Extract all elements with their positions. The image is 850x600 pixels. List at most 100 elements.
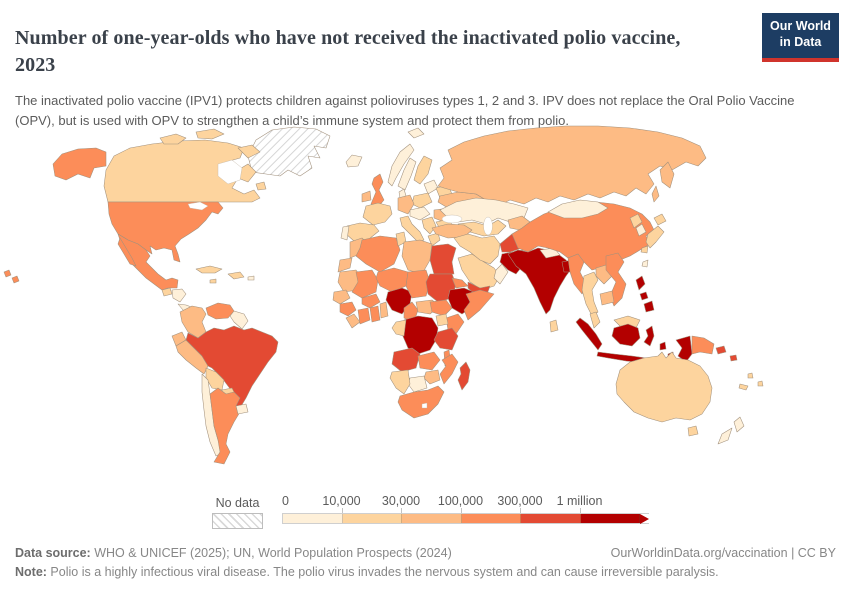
country-south-korea[interactable] [635, 223, 647, 237]
country-papua-new-guinea[interactable] [691, 335, 715, 355]
country-algeria[interactable] [355, 235, 401, 273]
country-uruguay[interactable] [235, 403, 249, 415]
owid-logo-line1: Our World [770, 19, 831, 33]
country-togo-benin[interactable] [379, 301, 389, 319]
country-australia[interactable] [615, 351, 713, 437]
owid-link[interactable]: OurWorldinData.org/vaccination | CC BY [610, 546, 836, 560]
legend-no-data[interactable]: No data [212, 496, 263, 529]
country-cuba[interactable] [195, 265, 223, 274]
country-vanuatu-fiji[interactable] [747, 372, 764, 387]
country-new-zealand[interactable] [717, 416, 745, 445]
country-congo-gabon[interactable] [391, 319, 407, 337]
country-egypt[interactable] [429, 243, 457, 275]
country-burkina-faso[interactable] [361, 293, 381, 309]
country-canada-arctic-1[interactable] [159, 133, 187, 145]
country-baltics[interactable] [423, 179, 439, 195]
country-senegal[interactable] [332, 289, 351, 305]
country-cambodia[interactable] [599, 290, 615, 306]
data-source-text: WHO & UNICEF (2025); UN, World Populatio… [90, 546, 452, 560]
country-eritrea[interactable] [451, 277, 469, 289]
hudson-bay [217, 159, 243, 185]
country-canada-arctic-2[interactable] [195, 128, 225, 140]
country-russia[interactable] [437, 125, 707, 207]
country-zambia[interactable] [417, 351, 441, 371]
country-colombia[interactable] [179, 305, 207, 339]
country-north-korea[interactable] [629, 213, 643, 229]
country-taiwan[interactable] [641, 259, 649, 268]
country-sweden[interactable] [397, 157, 417, 191]
country-mexico-baja[interactable] [117, 237, 137, 267]
country-namibia[interactable] [389, 369, 411, 395]
country-germany[interactable] [397, 194, 415, 215]
country-chad[interactable] [405, 269, 431, 299]
country-balkans[interactable] [421, 216, 437, 235]
country-ireland[interactable] [361, 190, 372, 203]
country-thailand[interactable] [581, 271, 599, 317]
country-canada-baffin[interactable] [237, 144, 261, 159]
country-india[interactable] [507, 247, 573, 315]
world-map-svg[interactable] [0, 122, 850, 490]
country-argentina[interactable] [209, 387, 241, 465]
country-botswana[interactable] [407, 375, 428, 393]
country-turkey[interactable] [431, 223, 473, 239]
country-zimbabwe[interactable] [423, 369, 441, 385]
country-mexico[interactable] [117, 233, 179, 291]
country-iceland[interactable] [345, 154, 363, 168]
country-brazil[interactable] [185, 325, 279, 409]
country-ghana[interactable] [369, 305, 381, 323]
country-philippines[interactable] [635, 275, 655, 313]
country-greenland[interactable] [247, 126, 331, 177]
country-usa-alaska[interactable] [52, 147, 107, 181]
country-honduras-nicaragua[interactable] [171, 288, 187, 303]
country-japan[interactable] [640, 213, 667, 254]
country-guatemala[interactable] [161, 287, 173, 297]
country-greece[interactable] [427, 232, 441, 247]
note-label: Note: [15, 565, 47, 580]
country-mozambique[interactable] [439, 353, 459, 385]
country-iran[interactable] [453, 233, 501, 265]
country-tanzania[interactable] [433, 327, 459, 351]
country-ivory-coast[interactable] [357, 307, 371, 325]
country-usa-hawaii[interactable] [3, 269, 20, 284]
country-angola[interactable] [391, 347, 421, 373]
country-solomon-islands[interactable] [715, 345, 738, 362]
country-somalia[interactable] [463, 289, 495, 321]
country-indonesia[interactable] [575, 317, 693, 371]
country-western-sahara[interactable] [337, 257, 353, 273]
country-vietnam[interactable] [605, 252, 627, 307]
country-south-sudan[interactable] [429, 299, 453, 317]
world-choropleth-map[interactable] [0, 122, 850, 490]
country-libya[interactable] [401, 239, 433, 275]
country-poland[interactable] [411, 192, 433, 209]
country-madagascar[interactable] [457, 361, 471, 391]
country-portugal[interactable] [340, 225, 350, 241]
country-jamaica[interactable] [209, 278, 217, 284]
country-oman[interactable] [493, 263, 509, 285]
country-mongolia[interactable] [547, 199, 609, 219]
country-dr-congo[interactable] [401, 315, 439, 355]
country-canada-newfoundland[interactable] [255, 181, 267, 191]
country-hispaniola[interactable] [227, 271, 245, 280]
country-norway[interactable] [387, 127, 425, 187]
country-south-africa[interactable] [397, 385, 445, 419]
country-venezuela[interactable] [205, 302, 235, 320]
legend-tick-5: 1 million [556, 494, 603, 508]
country-france[interactable] [362, 202, 393, 226]
country-finland[interactable] [413, 155, 433, 185]
country-mali[interactable] [351, 269, 379, 299]
map-legend: No data 0 10,000 30,000 100,000 300,000 … [212, 494, 654, 529]
country-malaysia[interactable] [589, 311, 641, 329]
country-puerto-rico[interactable] [247, 275, 255, 281]
legend-tickmark [341, 508, 343, 513]
no-data-label: No data [215, 496, 260, 510]
country-new-caledonia[interactable] [738, 383, 749, 391]
country-uganda[interactable] [435, 313, 449, 327]
no-data-swatch[interactable] [212, 513, 263, 529]
caspian-sea [483, 216, 493, 236]
country-sri-lanka[interactable] [549, 319, 559, 333]
legend-bar[interactable] [282, 513, 649, 524]
country-guinea[interactable] [339, 301, 357, 317]
country-central-europe[interactable] [409, 206, 431, 221]
country-uk[interactable] [370, 173, 385, 208]
legend-tick-0: 0 [282, 494, 289, 508]
